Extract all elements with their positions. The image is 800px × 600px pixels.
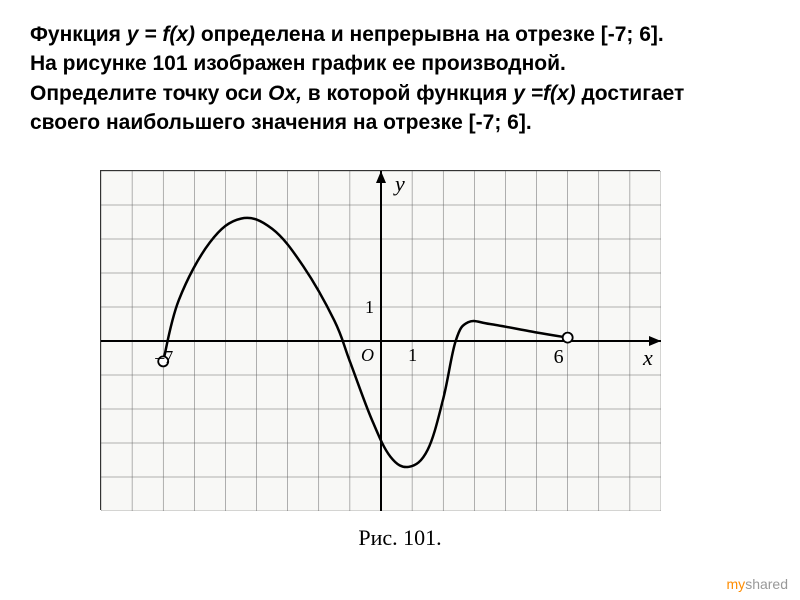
svg-text:6: 6 xyxy=(554,346,564,368)
footer-logo: myshared xyxy=(727,576,788,592)
line3-func: y =f(x) xyxy=(513,82,575,105)
svg-text:–7: –7 xyxy=(154,347,173,367)
svg-text:x: x xyxy=(642,345,653,370)
footer-shared: shared xyxy=(745,576,788,592)
line3-suffix: достигает xyxy=(576,82,685,105)
footer-my: my xyxy=(727,576,746,592)
svg-text:1: 1 xyxy=(365,297,374,317)
derivative-chart: y x –7 O 1 1 6 xyxy=(100,170,660,510)
svg-text:O: O xyxy=(361,345,374,365)
figure-caption: Рис. 101. xyxy=(0,525,800,551)
line1-suffix: определена и непрерывна на отрезке [-7; … xyxy=(195,23,664,46)
line2: На рисунке 101 изображен график ее произ… xyxy=(30,52,566,75)
line1-func: y = f(x) xyxy=(127,23,195,46)
line4: своего наибольшего значения на отрезке [… xyxy=(30,111,532,134)
svg-text:y: y xyxy=(393,171,405,196)
line1-prefix: Функция xyxy=(30,23,127,46)
chart-svg: y x –7 O 1 1 6 xyxy=(101,171,661,511)
line3-axis: Ox, xyxy=(268,82,302,105)
line3-prefix: Определите точку оси xyxy=(30,82,268,105)
problem-statement: Функция y = f(x) определена и непрерывна… xyxy=(30,20,770,138)
svg-text:1: 1 xyxy=(408,345,417,365)
line3-mid: в которой функция xyxy=(302,82,513,105)
